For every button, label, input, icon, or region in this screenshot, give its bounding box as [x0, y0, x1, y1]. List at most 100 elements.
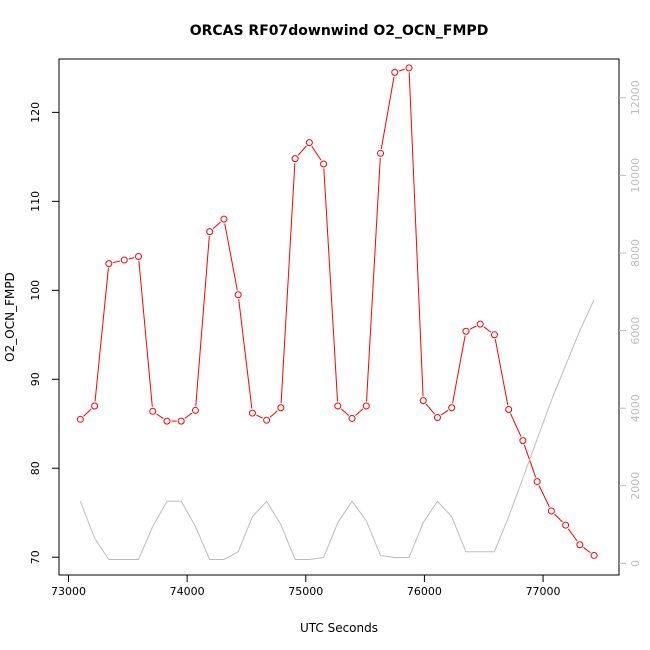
series-segment [156, 413, 164, 419]
y2-tick-label: 2000 [629, 472, 642, 500]
data-point [405, 64, 413, 72]
data-point [149, 407, 157, 415]
data-point [519, 437, 527, 445]
series-segment [440, 409, 449, 416]
data-point [419, 397, 427, 405]
data-point [476, 320, 484, 328]
data-point [562, 521, 570, 529]
series-segment [83, 408, 92, 417]
y2-tick-label: 6000 [629, 317, 642, 345]
series-segment [452, 335, 466, 404]
data-point [362, 402, 370, 410]
y2-tick-label: 0 [629, 560, 642, 567]
data-point [334, 402, 342, 410]
series-segment [113, 260, 120, 264]
data-point [576, 541, 584, 549]
series-segment [538, 485, 550, 508]
x-axis: 73000 74000 75000 76000 77000 [51, 574, 561, 598]
series-segment [280, 163, 296, 404]
series-segment [483, 326, 492, 333]
data-point [277, 404, 285, 412]
data-point [291, 155, 299, 163]
data-point [490, 331, 498, 339]
y2-tick-label: 8000 [629, 239, 642, 267]
x-tick-label: 74000 [170, 585, 205, 598]
y-tick-label: 80 [29, 461, 42, 475]
chart-title: ORCAS RF07downwind O2_OCN_FMPD [190, 23, 489, 39]
y-axis-right: 0 2000 4000 6000 8000 10000 12000 [619, 80, 642, 567]
data-point [448, 404, 456, 412]
series-segment [366, 157, 381, 402]
data-point [348, 414, 356, 422]
x-tick-label: 76000 [407, 585, 442, 598]
series-segment [195, 236, 210, 406]
y-tick-label: 90 [29, 372, 42, 386]
series-segment [128, 257, 135, 260]
series-segment [408, 72, 424, 397]
data-point [191, 406, 199, 414]
series-segment [256, 414, 263, 419]
series-segment [469, 325, 477, 330]
y2-tick-label: 10000 [629, 158, 642, 193]
data-point [76, 415, 84, 423]
series-segment [494, 339, 509, 406]
series-line-1 [79, 299, 595, 560]
data-point [391, 68, 399, 76]
x-tick-label: 77000 [526, 585, 561, 598]
series-segment [425, 403, 435, 415]
series-segment [238, 299, 253, 409]
y-tick-label: 70 [29, 550, 42, 564]
series-segment [398, 68, 405, 72]
series-segment [340, 408, 349, 416]
series-segment [355, 408, 364, 416]
y2-tick-label: 4000 [629, 394, 642, 422]
series-segment [510, 413, 522, 437]
series-segment [138, 260, 153, 407]
data-point [590, 551, 598, 559]
data-point [377, 149, 385, 157]
series-segment [311, 146, 322, 161]
series-segment [567, 528, 578, 542]
series-segment [523, 444, 537, 478]
data-point [134, 253, 142, 261]
x-tick-label: 73000 [51, 585, 86, 598]
series-segment [224, 223, 238, 291]
series-segment [554, 513, 563, 523]
series-segment [380, 76, 395, 149]
data-point [206, 228, 214, 236]
data-point [177, 417, 185, 425]
data-point [120, 256, 128, 264]
y-tick-label: 120 [29, 102, 42, 123]
series-segment [212, 221, 221, 230]
data-point [220, 215, 228, 223]
series-segment [184, 412, 193, 419]
data-point [505, 406, 513, 414]
data-point [433, 414, 441, 422]
data-point [163, 417, 171, 425]
y2-tick-label: 12000 [629, 80, 642, 115]
data-point [105, 260, 113, 268]
series-segment [323, 168, 339, 402]
y-tick-label: 110 [29, 191, 42, 212]
data-point [91, 402, 99, 410]
series-segment [269, 410, 278, 418]
data-point [320, 160, 328, 168]
x-tick-label: 75000 [288, 585, 323, 598]
series-segment [583, 547, 591, 554]
plot-box [58, 58, 620, 576]
series-segment [94, 268, 109, 402]
data-point [547, 507, 555, 515]
data-point [462, 327, 470, 335]
data-point [305, 139, 313, 147]
y-axis-left: 70 80 90 100 110 120 [29, 102, 59, 564]
series-layer [76, 64, 598, 560]
x-axis-label: UTC Seconds [300, 621, 378, 635]
data-point [263, 416, 271, 424]
y-tick-label: 100 [29, 280, 42, 301]
data-point [533, 478, 541, 486]
data-point [248, 409, 256, 417]
data-point [234, 291, 242, 299]
y-axis-label: O2_OCN_FMPD [3, 272, 17, 362]
series-segment [297, 145, 307, 156]
